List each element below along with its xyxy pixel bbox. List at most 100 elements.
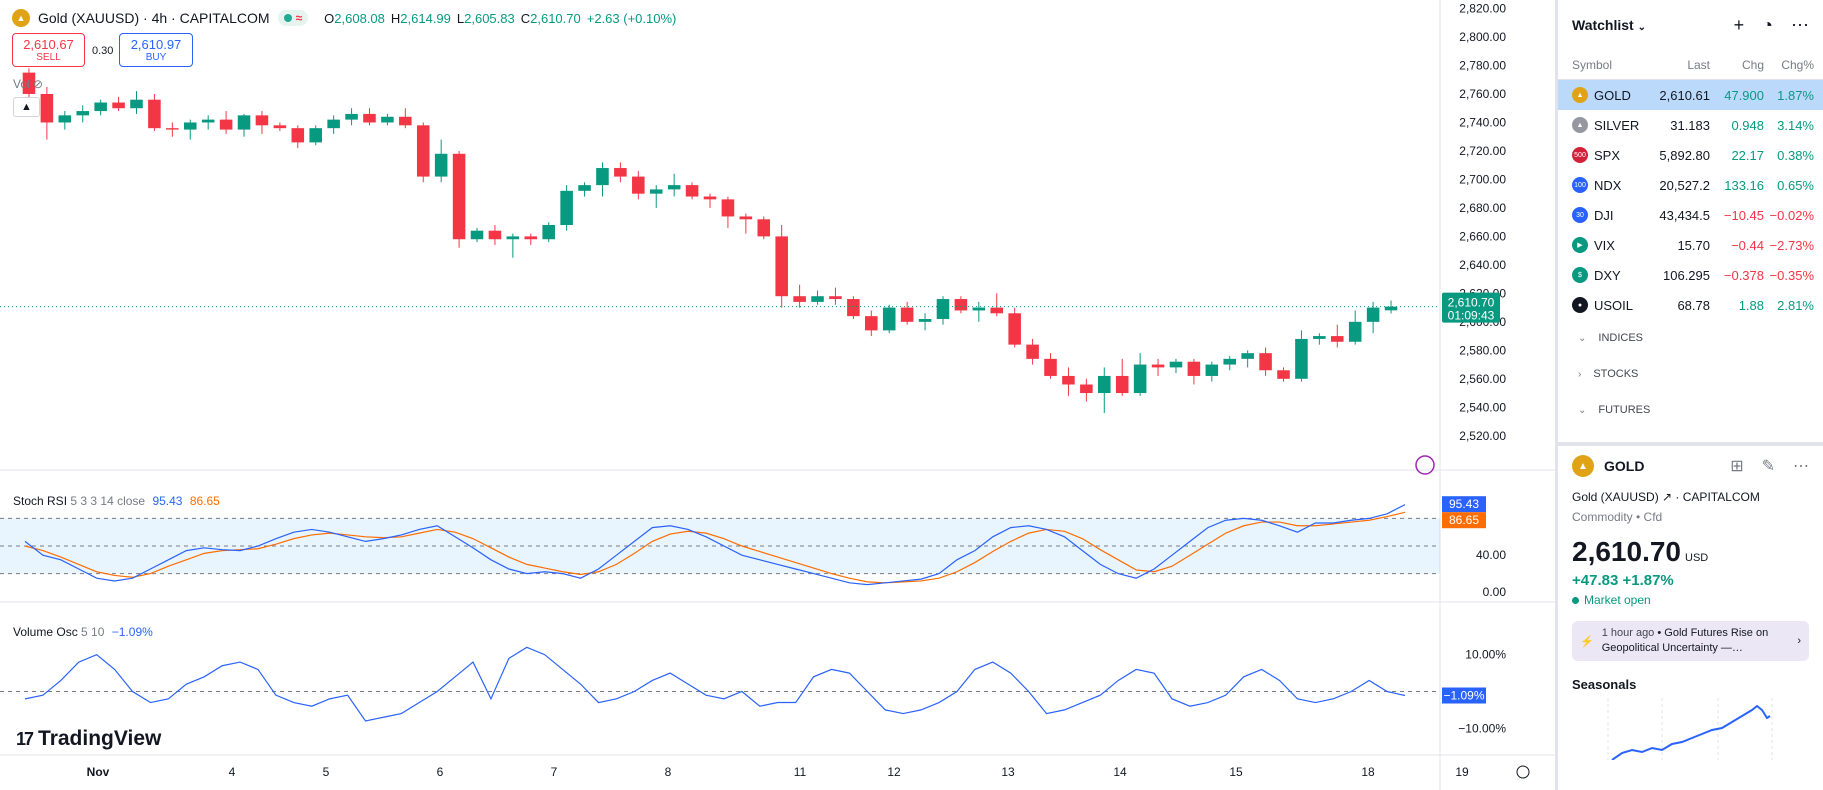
candle-body — [416, 125, 430, 177]
more-icon[interactable]: ⋯ — [1791, 14, 1809, 35]
seasonals-title[interactable]: Seasonals — [1572, 677, 1637, 692]
price-axis-label: 2,660.00 — [1459, 229, 1506, 243]
time-axis-label: 15 — [1229, 765, 1243, 779]
candle-body — [1133, 364, 1147, 394]
watchlist-row-vix[interactable]: ▶ VIX 15.70 −0.44 −2.73% — [1558, 230, 1823, 260]
candle-body — [1348, 321, 1362, 342]
row-last: 43,434.5 — [1659, 207, 1710, 223]
row-last: 15.70 — [1677, 237, 1710, 253]
watchlist-row-spx[interactable]: 500 SPX 5,892.80 22.17 0.38% — [1558, 140, 1823, 170]
eye-hidden-icon[interactable]: ⊘ — [33, 77, 44, 91]
detail-category: Commodity • Cfd — [1572, 510, 1663, 524]
collapse-legend-button[interactable]: ▲ — [13, 97, 40, 117]
volume-legend[interactable]: Vol ⊘ — [13, 77, 44, 91]
candle-body — [1223, 358, 1237, 365]
candle-body — [94, 102, 107, 112]
candle-body — [1366, 307, 1380, 322]
time-axis-label: 4 — [229, 765, 236, 779]
candle-body — [954, 299, 968, 311]
add-symbol-icon[interactable]: + — [1733, 14, 1745, 35]
row-chgp: 1.87% — [1777, 87, 1814, 103]
detail-name[interactable]: Gold (XAUUSD) ↗ · CAPITALCOM — [1572, 490, 1760, 504]
chart-canvas[interactable]: 2,820.00 2,800.00 2,780.00 2,760.00 2,740.00… — [0, 0, 1555, 790]
row-symbol: USOIL — [1594, 297, 1634, 313]
price-axis-label: 2,760.00 — [1459, 87, 1506, 101]
col-chgp[interactable]: Chg% — [1781, 57, 1814, 72]
watchlist-title[interactable]: Watchlist ⌄ — [1572, 17, 1646, 33]
seasonals-chart — [1607, 698, 1773, 761]
group-indices[interactable]: ⌄ INDICES — [1578, 332, 1644, 344]
row-last: 106.295 — [1663, 267, 1710, 283]
buy-button[interactable]: 2,610.97 BUY — [119, 33, 193, 67]
watchlist-columns: Symbol Last Chg Chg% — [1558, 50, 1823, 80]
stoch-d-value: 86.65 — [189, 494, 220, 508]
row-chg: 0.948 — [1731, 117, 1764, 133]
row-chg: 1.88 — [1738, 297, 1764, 313]
stoch-d-tag — [1442, 512, 1486, 529]
tradingview-logo[interactable]: 17 TradingView — [16, 727, 162, 750]
advanced-view-icon[interactable]: ◔ — [1762, 14, 1773, 35]
detail-price: 2,610.70 USD — [1572, 536, 1709, 567]
price-axis-label: 2,640.00 — [1459, 258, 1506, 272]
group-stocks[interactable]: › STOCKS — [1578, 368, 1639, 380]
candle-body — [112, 102, 125, 109]
col-last[interactable]: Last — [1687, 57, 1710, 72]
chevron-right-icon: › — [1797, 635, 1801, 647]
symbol-title[interactable]: Gold (XAUUSD) · 4h · CAPITALCOM — [38, 10, 270, 26]
price-axis-label: 2,680.00 — [1459, 201, 1506, 215]
row-chg: −0.378 — [1723, 267, 1764, 283]
candle-body — [757, 219, 771, 237]
stoch-k-tag — [1442, 496, 1486, 513]
candle-body — [811, 296, 824, 302]
stoch-k-line — [24, 504, 1406, 586]
volume-osc-legend[interactable]: Volume Osc 5 10 −1.09% — [13, 625, 153, 639]
row-symbol: SILVER — [1594, 117, 1640, 133]
symbol-legend: ▲ Gold (XAUUSD) · 4h · CAPITALCOM ≈ O2,6… — [12, 9, 676, 27]
candle-body — [381, 116, 394, 123]
row-chg: 133.16 — [1724, 177, 1764, 193]
sell-button[interactable]: 2,610.67 SELL — [12, 33, 85, 67]
gold-icon: ▲ — [1572, 455, 1594, 477]
candle-body — [524, 236, 538, 240]
candle-body — [309, 128, 322, 143]
price-axis-label: 2,820.00 — [1459, 2, 1506, 16]
layout-icon[interactable]: ⊞ — [1730, 458, 1744, 475]
news-item[interactable]: ⚡ 1 hour ago • Gold Futures Rise on Geop… — [1572, 621, 1809, 661]
candle-body — [739, 216, 753, 220]
candle-body — [22, 72, 36, 94]
symbol-icon: $ — [1572, 267, 1588, 283]
watchlist-row-dji[interactable]: 30 DJI 43,434.5 −10.45 −0.02% — [1558, 200, 1823, 230]
watchlist-row-silver[interactable]: ▲ SILVER 31.183 0.948 3.14% — [1558, 110, 1823, 140]
right-sidebar: Watchlist ⌄ + ◔ ⋯ Symbol Last Chg Chg% ▲… — [1558, 0, 1823, 790]
candle-body — [632, 176, 645, 194]
stoch-rsi-legend[interactable]: Stoch RSI 5 3 3 14 close 95.43 86.65 — [13, 494, 220, 508]
chart-area[interactable]: 2,820.00 2,800.00 2,780.00 2,760.00 2,740.00… — [0, 0, 1555, 790]
candle-body — [1151, 364, 1165, 368]
detail-change: +47.83 +1.87% — [1572, 572, 1674, 589]
volume-osc-value: −1.09% — [111, 625, 153, 639]
row-chgp: −0.02% — [1769, 207, 1814, 223]
col-symbol[interactable]: Symbol — [1572, 57, 1613, 72]
stoch-d-tag-label: 86.65 — [1449, 513, 1479, 527]
price-axis-label: 2,740.00 — [1459, 115, 1506, 129]
candle-body — [1295, 338, 1308, 379]
candle-body — [470, 230, 484, 240]
candle-body — [1187, 361, 1201, 376]
chevron-down-icon: ⌄ — [1578, 404, 1587, 416]
watchlist-row-gold[interactable]: ▲ GOLD 2,610.61 47.900 1.87% — [1558, 80, 1823, 110]
watchlist-row-ndx[interactable]: 100 NDX 20,527.2 133.16 0.65% — [1558, 170, 1823, 200]
price-axis-label: 2,520.00 — [1459, 429, 1506, 443]
candle-body — [542, 225, 555, 240]
watchlist-row-dxy[interactable]: $ DXY 106.295 −0.378 −0.35% — [1558, 260, 1823, 290]
candle-body — [488, 230, 502, 240]
candle-body — [40, 93, 54, 123]
edit-icon[interactable]: ✎ — [1761, 458, 1775, 475]
detail-symbol[interactable]: GOLD — [1604, 458, 1645, 474]
row-chg: −10.45 — [1723, 207, 1764, 223]
time-axis-label: 13 — [1001, 765, 1015, 779]
more-icon[interactable]: ⋯ — [1793, 458, 1809, 475]
col-chg[interactable]: Chg — [1741, 57, 1764, 72]
group-futures[interactable]: ⌄ FUTURES — [1578, 404, 1651, 416]
watchlist-row-usoil[interactable]: ● USOIL 68.78 1.88 2.81% — [1558, 290, 1823, 320]
market-status-pill[interactable]: ≈ — [277, 10, 309, 26]
